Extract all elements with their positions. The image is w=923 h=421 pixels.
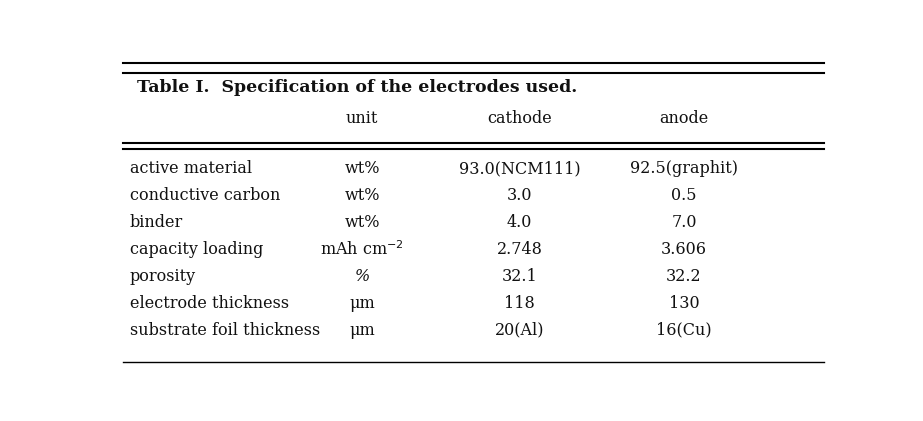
Text: anode: anode	[659, 110, 709, 127]
Text: μm: μm	[349, 322, 375, 339]
Text: 20(Al): 20(Al)	[495, 322, 545, 339]
Text: capacity loading: capacity loading	[129, 241, 263, 258]
Text: 0.5: 0.5	[671, 187, 697, 204]
Text: porosity: porosity	[129, 268, 196, 285]
Text: substrate foil thickness: substrate foil thickness	[129, 322, 320, 339]
Text: cathode: cathode	[487, 110, 552, 127]
Text: wt%: wt%	[344, 187, 380, 204]
Text: 16(Cu): 16(Cu)	[656, 322, 712, 339]
Text: 93.0(NCM111): 93.0(NCM111)	[459, 160, 581, 177]
Text: 92.5(graphit): 92.5(graphit)	[630, 160, 738, 177]
Text: 118: 118	[504, 295, 535, 312]
Text: Table I.  Specification of the electrodes used.: Table I. Specification of the electrodes…	[137, 79, 577, 96]
Text: 32.2: 32.2	[666, 268, 701, 285]
Text: unit: unit	[346, 110, 378, 127]
Text: electrode thickness: electrode thickness	[129, 295, 289, 312]
Text: %: %	[354, 268, 370, 285]
Text: wt%: wt%	[344, 214, 380, 231]
Text: 2.748: 2.748	[497, 241, 543, 258]
Text: 7.0: 7.0	[671, 214, 697, 231]
Text: wt%: wt%	[344, 160, 380, 177]
Text: μm: μm	[349, 295, 375, 312]
Text: 3.0: 3.0	[507, 187, 533, 204]
Text: 130: 130	[669, 295, 700, 312]
Text: conductive carbon: conductive carbon	[129, 187, 280, 204]
Text: 4.0: 4.0	[507, 214, 533, 231]
Text: 32.1: 32.1	[502, 268, 537, 285]
Text: binder: binder	[129, 214, 183, 231]
Text: active material: active material	[129, 160, 252, 177]
Text: mAh cm$^{-2}$: mAh cm$^{-2}$	[320, 240, 404, 259]
Text: 3.606: 3.606	[661, 241, 707, 258]
